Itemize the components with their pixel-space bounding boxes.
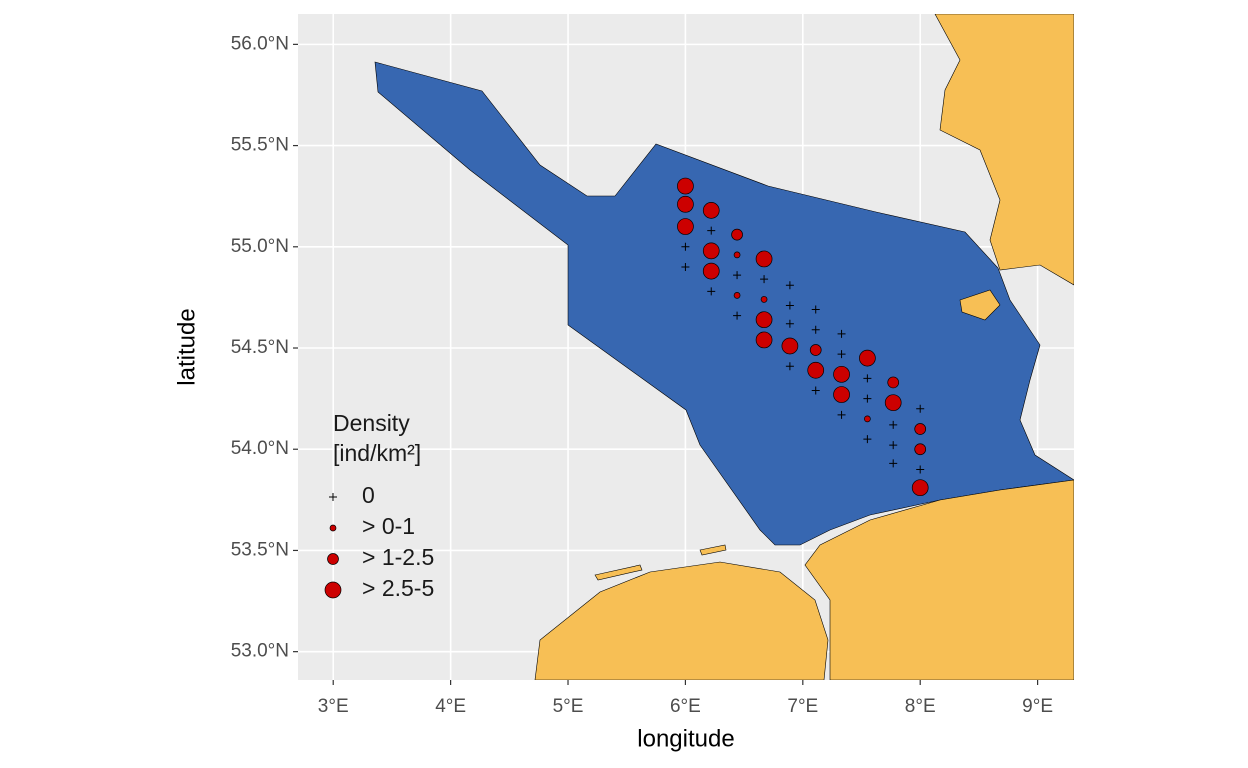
legend-key [327, 553, 339, 565]
legend-title: [ind/km²] [333, 440, 421, 466]
point [811, 325, 820, 334]
point [681, 263, 690, 272]
point [733, 292, 741, 299]
point [760, 296, 768, 303]
island [594, 564, 643, 581]
point [916, 465, 925, 474]
y-tick-label: 53.5°N [231, 539, 289, 560]
x-tick-label: 4°E [435, 696, 466, 717]
study-area [374, 61, 1074, 546]
point [785, 319, 794, 328]
point [811, 386, 820, 395]
point [809, 344, 822, 356]
x-tick-label: 8°E [905, 696, 936, 717]
point [864, 415, 871, 423]
point [677, 218, 694, 235]
point [833, 386, 850, 403]
point [731, 228, 743, 241]
point [863, 435, 872, 444]
x-tick-label: 5°E [553, 696, 584, 717]
point [733, 251, 741, 259]
x-tick-label: 7°E [787, 696, 818, 717]
point [755, 250, 773, 268]
y-tick-label: 56.0°N [231, 33, 289, 54]
point [911, 479, 929, 497]
point [889, 441, 898, 450]
point [807, 361, 825, 379]
legend-label: 0 [362, 482, 375, 508]
x-tick-label: 3°E [318, 696, 349, 717]
legend-key [329, 493, 337, 501]
point [833, 365, 850, 383]
point [677, 177, 694, 195]
point [863, 374, 872, 383]
point [884, 394, 902, 412]
point [811, 305, 820, 314]
y-tick-label: 55.5°N [231, 135, 289, 156]
x-tick-label: 9°E [1022, 696, 1053, 717]
point [702, 242, 720, 260]
point [785, 301, 794, 310]
map [374, 14, 1074, 680]
point [733, 271, 742, 280]
point [681, 242, 690, 251]
point [837, 410, 846, 419]
x-axis-title: longitude [637, 725, 734, 752]
legend-key [329, 524, 337, 532]
point [914, 443, 927, 456]
land [934, 14, 1074, 286]
island [959, 289, 1001, 321]
point [785, 362, 794, 371]
y-tick-label: 53.0°N [231, 641, 289, 662]
island [699, 544, 727, 556]
point [755, 311, 773, 329]
point [889, 420, 898, 429]
point [837, 350, 846, 359]
point [707, 287, 716, 296]
x-tick-label: 6°E [670, 696, 701, 717]
point [889, 459, 898, 468]
point [760, 275, 769, 284]
y-tick-label: 54.5°N [231, 337, 289, 358]
point [702, 262, 720, 280]
y-axis-title: latitude [173, 308, 200, 385]
y-tick-label: 55.0°N [231, 236, 289, 257]
point [914, 423, 927, 435]
point [837, 329, 846, 338]
legend-label: > 1-2.5 [362, 544, 434, 570]
point [781, 337, 799, 355]
land [534, 561, 829, 680]
point [859, 349, 876, 367]
point [733, 311, 742, 320]
legend-label: > 2.5-5 [362, 575, 434, 601]
point [707, 226, 716, 235]
legend-key [324, 581, 342, 599]
land [804, 479, 1074, 680]
legend-label: > 0-1 [362, 513, 415, 539]
point [887, 376, 900, 389]
point [755, 331, 773, 349]
point [677, 195, 694, 213]
legend: Density [ind/km²] 0 > 0-1 > 1-2.5 > 2.5-5 [324, 410, 434, 601]
point [916, 404, 925, 413]
point [785, 281, 794, 290]
point [863, 394, 872, 403]
point [702, 202, 720, 219]
legend-title: Density [333, 410, 410, 436]
y-tick-label: 54.0°N [231, 438, 289, 459]
